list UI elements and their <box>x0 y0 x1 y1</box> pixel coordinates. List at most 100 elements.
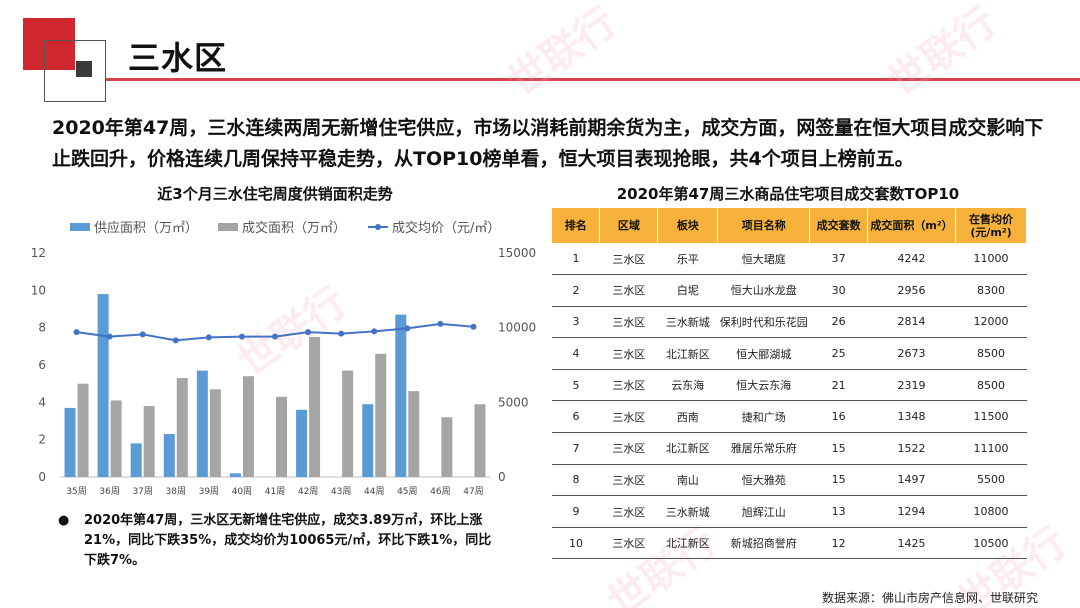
y-right-tick-label: 0 <box>498 470 506 484</box>
y-left-tick-label: 4 <box>38 395 46 409</box>
x-tick-label: 43周 <box>331 486 351 497</box>
table-cell: 25 <box>809 337 868 370</box>
table-cell: 保利时代和乐花园 <box>717 306 810 339</box>
deal-bar <box>408 391 420 477</box>
deal-bar <box>342 370 354 477</box>
price-point <box>172 337 179 344</box>
table-cell: 1522 <box>867 432 956 465</box>
table-cell: 30 <box>809 274 868 307</box>
table-cell: 4 <box>552 337 600 370</box>
price-point <box>404 325 411 332</box>
table-cell: 三水区 <box>599 274 658 307</box>
table-cell: 15 <box>809 432 868 465</box>
y-left-tick-label: 6 <box>38 358 46 372</box>
supply-bar <box>229 473 241 477</box>
deal-bar <box>309 337 321 477</box>
table-cell: 三水区 <box>599 337 658 370</box>
table-cell: 5 <box>552 369 600 402</box>
table-cell: 2956 <box>867 274 956 307</box>
table-cell: 26 <box>809 306 868 339</box>
table-cell: 10 <box>552 527 600 560</box>
price-point <box>106 333 113 340</box>
table-cell: 1294 <box>867 495 956 528</box>
supply-bar <box>130 443 142 477</box>
legend-swatch <box>70 223 90 231</box>
table-cell: 恒大雅苑 <box>717 464 810 497</box>
x-tick-label: 41周 <box>265 486 285 497</box>
table-cell: 新城招商誉府 <box>717 527 810 560</box>
table-cell: 11100 <box>955 432 1027 465</box>
table-cell: 三水区 <box>599 400 658 434</box>
table-cell: 2673 <box>867 337 956 370</box>
price-point <box>139 331 146 338</box>
summary-paragraph: 2020年第47周，三水连续两周无新增住宅供应，市场以消耗前期余货为主，成交方面… <box>52 117 1044 170</box>
column-header: 区域 <box>599 208 659 243</box>
price-point <box>205 334 212 341</box>
table-cell: 3 <box>552 306 600 339</box>
table-cell: 三水区 <box>599 306 658 339</box>
legend-label: 供应面积（万㎡） <box>94 220 198 236</box>
table-cell: 西南 <box>657 400 718 434</box>
x-tick-label: 40周 <box>232 486 252 497</box>
table-cell: 10800 <box>955 495 1027 528</box>
table-cell: 8500 <box>955 337 1027 370</box>
x-tick-label: 44周 <box>364 486 384 497</box>
table-cell: 2 <box>552 274 600 307</box>
x-tick-label: 38周 <box>166 486 186 497</box>
table-cell: 8300 <box>955 274 1027 307</box>
table-cell: 三水区 <box>599 464 658 497</box>
watermark: 世联行 <box>879 0 1005 106</box>
table-cell: 云东海 <box>657 369 718 402</box>
x-tick-label: 35周 <box>66 486 86 497</box>
price-point <box>73 329 80 336</box>
x-tick-label: 36周 <box>99 486 119 497</box>
table-row: 3 三水区 三水新城 保利时代和乐花园 26 2814 12000 <box>552 306 1027 339</box>
table-cell: 1425 <box>867 527 956 560</box>
deal-bar <box>110 400 122 477</box>
table-cell: 10500 <box>955 527 1027 560</box>
table-cell: 12000 <box>955 306 1027 339</box>
table-cell: 三水新城 <box>657 495 718 528</box>
table-cell: 11000 <box>955 243 1027 276</box>
deal-bar <box>77 383 89 477</box>
deal-bar <box>441 417 453 477</box>
table-cell: 5500 <box>955 464 1027 497</box>
legend-label: 成交均价（元/㎡） <box>392 220 500 236</box>
table-row: 5 三水区 云东海 恒大云东海 21 2319 8500 <box>552 369 1027 402</box>
legend-marker <box>375 224 381 230</box>
price-point <box>272 333 278 340</box>
legend-swatch <box>218 223 238 231</box>
table-cell: 北江新区 <box>657 432 718 465</box>
table-body: 1 三水区 乐平 恒大珺庭 37 4242 11000 2 三水区 白坭 恒大山水龙盘 30 2956 8… <box>552 243 1027 560</box>
table-row: 2 三水区 白坭 恒大山水龙盘 30 2956 8300 <box>552 274 1027 307</box>
table-cell: 1348 <box>867 400 956 434</box>
title-divider <box>106 78 1080 81</box>
column-header: 在售均价(元/m²) <box>955 208 1028 243</box>
watermark: 世联行 <box>499 0 625 106</box>
table-cell: 2319 <box>867 369 956 402</box>
table-cell: 南山 <box>657 464 718 497</box>
logo-dark-square <box>76 61 92 77</box>
y-left-tick-label: 12 <box>31 246 46 260</box>
table-cell: 1 <box>552 243 600 276</box>
supply-bar <box>296 409 308 477</box>
table-cell: 白坭 <box>657 274 718 307</box>
table-cell: 8 <box>552 464 600 497</box>
logo-red-square <box>23 18 75 70</box>
table-cell: 三水区 <box>599 495 658 528</box>
supply-bar <box>395 314 407 477</box>
table-cell: 16 <box>809 400 868 434</box>
column-header: 项目名称 <box>717 208 811 243</box>
table-cell: 37 <box>809 243 868 276</box>
table-cell: 恒大山水龙盘 <box>717 274 810 307</box>
y-right-tick-label: 10000 <box>498 321 536 335</box>
table-cell: 北江新区 <box>657 337 718 370</box>
supply-bar <box>163 434 175 477</box>
table-cell: 6 <box>552 400 600 434</box>
table-row: 1 三水区 乐平 恒大珺庭 37 4242 11000 <box>552 243 1027 276</box>
table-cell: 4242 <box>867 243 956 276</box>
y-right-tick-label: 5000 <box>498 395 529 409</box>
column-header: 排名 <box>552 208 601 243</box>
column-header: 成交套数 <box>809 208 869 243</box>
deal-bar <box>242 376 254 477</box>
